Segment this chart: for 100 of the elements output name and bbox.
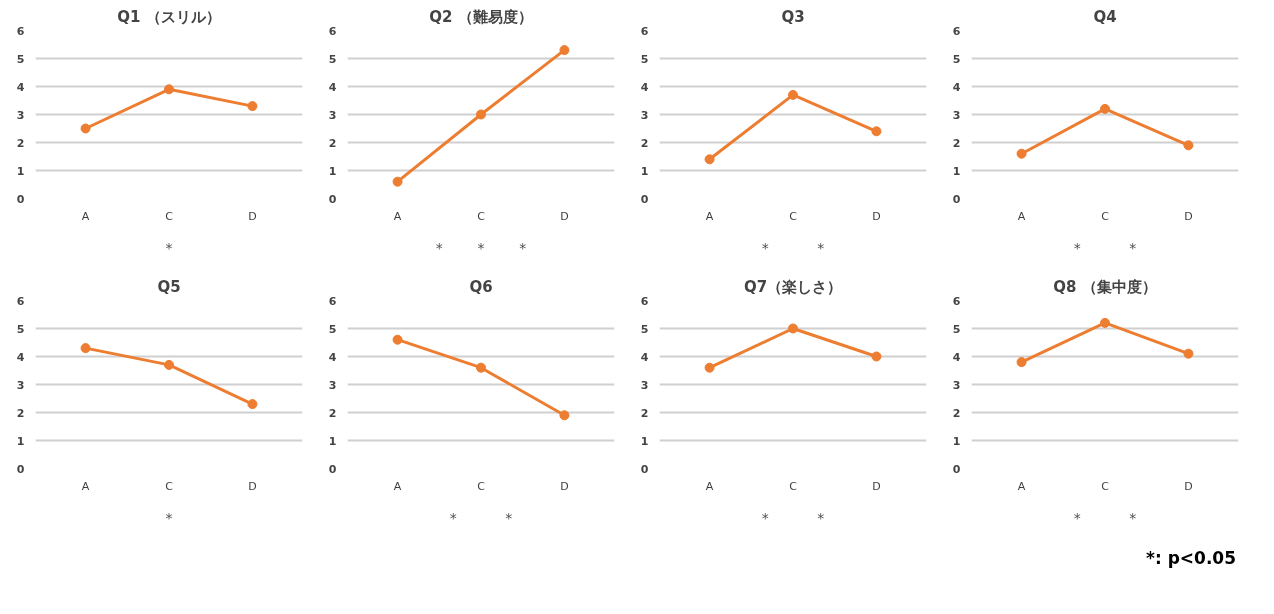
y-tick-label: 0 xyxy=(640,462,649,476)
x-tick-label: D xyxy=(1184,479,1193,493)
y-tick-label: 1 xyxy=(640,164,649,178)
y-tick-label: 4 xyxy=(328,80,337,94)
point xyxy=(80,343,91,354)
y-tick-label: 4 xyxy=(328,350,337,364)
y-tick-label: 6 xyxy=(16,294,25,308)
chart-title: Q8 （集中度） xyxy=(1053,277,1157,296)
x-tick-label: C xyxy=(789,209,798,223)
x-tick-label: A xyxy=(81,209,90,223)
x-tick-label: C xyxy=(477,479,486,493)
x-tick-label: A xyxy=(393,479,402,493)
y-tick-label: 3 xyxy=(16,108,25,122)
y-tick-label: 3 xyxy=(16,378,25,392)
point xyxy=(164,359,174,370)
y-tick-label: 2 xyxy=(640,136,649,150)
y-tick-label: 1 xyxy=(16,164,25,178)
y-tick-label: 1 xyxy=(640,434,649,448)
y-tick-label: 6 xyxy=(952,294,961,308)
point xyxy=(559,45,570,56)
y-tick-label: 1 xyxy=(952,434,961,448)
y-tick-label: 2 xyxy=(952,136,961,150)
y-tick-label: 4 xyxy=(952,350,961,364)
x-tick-label: A xyxy=(1017,479,1026,493)
text: * xyxy=(817,240,825,256)
point xyxy=(1016,148,1027,159)
point xyxy=(1100,317,1110,328)
y-tick-label: 5 xyxy=(640,52,649,66)
x-tick-label: A xyxy=(393,209,402,223)
y-tick-label: 3 xyxy=(952,108,961,122)
text: * xyxy=(165,240,173,256)
y-tick-label: 0 xyxy=(640,192,649,206)
x-tick-label: D xyxy=(248,479,257,493)
y-tick-label: 4 xyxy=(640,80,649,94)
chart-title: Q1 （スリル） xyxy=(117,7,221,26)
text: * xyxy=(449,510,457,526)
y-tick-label: 5 xyxy=(952,52,961,66)
y-tick-label: 2 xyxy=(16,406,25,420)
point xyxy=(392,176,403,187)
x-tick-label: D xyxy=(872,209,881,223)
y-tick-label: 0 xyxy=(328,192,337,206)
y-tick-label: 5 xyxy=(640,322,649,336)
y-tick-label: 4 xyxy=(16,350,25,364)
y-tick-label: 4 xyxy=(640,350,649,364)
y-tick-label: 5 xyxy=(16,52,25,66)
y-tick-label: 5 xyxy=(328,322,337,336)
text: * xyxy=(165,510,173,526)
x-tick-label: C xyxy=(1101,209,1110,223)
text: * xyxy=(761,240,769,256)
text: * xyxy=(519,240,527,256)
y-tick-label: 2 xyxy=(328,406,337,420)
y-tick-label: 5 xyxy=(952,322,961,336)
point xyxy=(1016,357,1027,368)
x-tick-label: C xyxy=(165,479,174,493)
chart-title: Q6 xyxy=(469,277,493,296)
point xyxy=(871,126,882,137)
y-tick-label: 6 xyxy=(328,294,337,308)
text: * xyxy=(761,510,769,526)
chart-title: Q5 xyxy=(157,277,181,296)
point xyxy=(788,89,798,100)
x-tick-label: D xyxy=(872,479,881,493)
text: * xyxy=(817,510,825,526)
y-tick-label: 2 xyxy=(328,136,337,150)
x-tick-label: D xyxy=(248,209,257,223)
x-tick-label: C xyxy=(165,209,174,223)
y-tick-label: 2 xyxy=(952,406,961,420)
y-tick-label: 0 xyxy=(16,192,25,206)
y-tick-label: 1 xyxy=(952,164,961,178)
y-tick-label: 0 xyxy=(952,462,961,476)
y-tick-label: 6 xyxy=(640,24,649,38)
point xyxy=(247,101,258,112)
point xyxy=(871,351,882,362)
text: *: p<0.05 xyxy=(1146,548,1237,568)
point xyxy=(788,323,798,334)
y-tick-label: 3 xyxy=(640,108,649,122)
y-tick-label: 1 xyxy=(328,434,337,448)
point xyxy=(80,123,91,134)
y-tick-label: 2 xyxy=(640,406,649,420)
point xyxy=(704,154,715,165)
text: * xyxy=(1129,510,1137,526)
x-tick-label: C xyxy=(477,209,486,223)
point xyxy=(476,109,486,120)
x-tick-label: C xyxy=(789,479,798,493)
text: * xyxy=(1073,240,1081,256)
x-tick-label: D xyxy=(560,479,569,493)
x-tick-label: D xyxy=(1184,209,1193,223)
x-tick-label: D xyxy=(560,209,569,223)
y-tick-label: 0 xyxy=(952,192,961,206)
y-tick-label: 6 xyxy=(328,24,337,38)
point xyxy=(704,362,715,373)
text: * xyxy=(505,510,513,526)
x-tick-label: A xyxy=(705,209,714,223)
x-tick-label: A xyxy=(705,479,714,493)
text: * xyxy=(1073,510,1081,526)
chart-title: Q7（楽しさ） xyxy=(743,277,843,296)
point xyxy=(164,84,174,95)
y-tick-label: 2 xyxy=(16,136,25,150)
y-tick-label: 0 xyxy=(16,462,25,476)
y-tick-label: 6 xyxy=(640,294,649,308)
text: * xyxy=(1129,240,1137,256)
